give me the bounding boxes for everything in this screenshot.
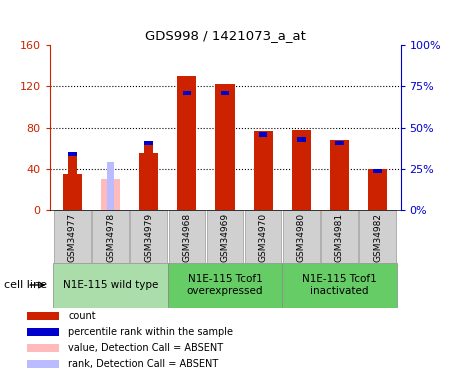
Text: percentile rank within the sample: percentile rank within the sample	[68, 327, 234, 337]
Bar	[107, 162, 114, 210]
Text: GSM34978: GSM34978	[106, 213, 115, 262]
Bar	[259, 136, 267, 210]
Bar	[144, 141, 153, 210]
FancyBboxPatch shape	[92, 210, 129, 262]
Bar	[68, 156, 77, 210]
Bar	[68, 152, 77, 210]
Text: count: count	[68, 310, 96, 321]
Bar	[27, 328, 59, 336]
Text: GSM34969: GSM34969	[220, 213, 230, 262]
Bar	[335, 141, 344, 210]
Bar	[292, 130, 311, 210]
Bar	[297, 137, 306, 210]
Bar	[183, 95, 191, 210]
Bar	[216, 84, 234, 210]
Bar	[139, 153, 158, 210]
FancyBboxPatch shape	[207, 210, 243, 262]
Text: cell line: cell line	[4, 280, 48, 290]
Text: GSM34968: GSM34968	[182, 213, 191, 262]
Bar	[374, 169, 382, 210]
Bar	[27, 344, 59, 352]
Bar	[27, 312, 59, 320]
Text: GSM34981: GSM34981	[335, 213, 344, 262]
Text: GSM34979: GSM34979	[144, 213, 153, 262]
FancyBboxPatch shape	[168, 262, 282, 308]
Bar	[330, 140, 349, 210]
Bar	[144, 145, 153, 210]
Bar	[220, 91, 230, 210]
Text: N1E-115 Tcof1
overexpressed: N1E-115 Tcof1 overexpressed	[187, 274, 263, 296]
Bar	[177, 76, 196, 210]
FancyBboxPatch shape	[54, 210, 91, 262]
FancyBboxPatch shape	[169, 210, 205, 262]
Text: GSM34980: GSM34980	[297, 213, 306, 262]
Bar	[368, 169, 387, 210]
FancyBboxPatch shape	[283, 210, 320, 262]
FancyBboxPatch shape	[53, 262, 168, 308]
Bar	[297, 141, 306, 210]
Bar	[335, 145, 344, 210]
Bar	[183, 91, 191, 210]
Bar	[63, 174, 82, 210]
Text: N1E-115 Tcof1
inactivated: N1E-115 Tcof1 inactivated	[302, 274, 377, 296]
Bar	[27, 360, 59, 368]
FancyBboxPatch shape	[359, 210, 396, 262]
Title: GDS998 / 1421073_a_at: GDS998 / 1421073_a_at	[144, 30, 306, 42]
FancyBboxPatch shape	[321, 210, 358, 262]
Text: GSM34982: GSM34982	[373, 213, 382, 262]
FancyBboxPatch shape	[130, 210, 167, 262]
Text: value, Detection Call = ABSENT: value, Detection Call = ABSENT	[68, 343, 224, 353]
Text: GSM34970: GSM34970	[259, 213, 268, 262]
Bar	[374, 173, 382, 210]
Bar	[101, 179, 120, 210]
Text: N1E-115 wild type: N1E-115 wild type	[63, 280, 158, 290]
Bar	[259, 132, 267, 210]
Bar	[220, 95, 230, 210]
FancyBboxPatch shape	[245, 210, 281, 262]
Text: GSM34977: GSM34977	[68, 213, 77, 262]
Bar	[254, 130, 273, 210]
Text: rank, Detection Call = ABSENT: rank, Detection Call = ABSENT	[68, 359, 219, 369]
FancyBboxPatch shape	[282, 262, 397, 308]
